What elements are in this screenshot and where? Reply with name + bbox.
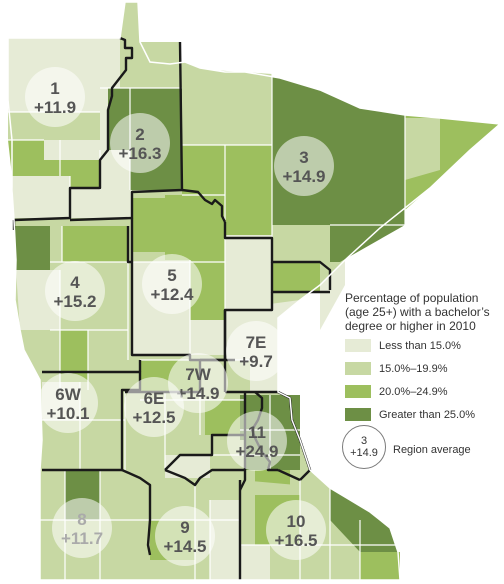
region-average-circle <box>45 261 105 321</box>
region-id-label: 7E <box>246 333 267 352</box>
legend-region-average-example: 3 +14.9 <box>342 425 386 469</box>
legend-title-line: degree or higher in 2010 <box>345 319 476 333</box>
legend-label: Less than 15.0% <box>379 339 461 352</box>
region-id-label: 6W <box>55 385 81 404</box>
region-value-label: +15.2 <box>53 292 96 311</box>
legend-example-region: 3 <box>360 435 368 447</box>
region-value-label: +10.1 <box>46 404 89 423</box>
region-10-marker: 10+16.5 <box>266 500 326 560</box>
region-average-circle <box>155 506 215 566</box>
region-id-label: 9 <box>180 518 189 537</box>
region-value-label: +9.7 <box>239 352 273 371</box>
legend-title-line: (age 25+) with a bachelor’s <box>345 305 490 319</box>
region-value-label: +12.4 <box>150 285 194 304</box>
region-value-label: +16.3 <box>118 144 161 163</box>
legend-swatch <box>345 339 371 352</box>
region-id-label: 7W <box>185 365 211 384</box>
legend-item: 20.0%–24.9% <box>345 385 448 398</box>
legend-title-line: Percentage of population <box>345 291 479 305</box>
region-average-circle <box>38 373 98 433</box>
region-value-label: +24.9 <box>235 442 278 461</box>
region-7w-marker: 7W+14.9 <box>168 353 228 413</box>
region-6e-marker: 6E+12.5 <box>124 377 184 437</box>
region-5-marker: 5+12.4 <box>142 254 202 314</box>
region-7e-marker: 7E+9.7 <box>226 321 286 381</box>
legend-example-caption: Region average <box>393 444 471 456</box>
region-8-marker: 8+11.7 <box>52 498 112 558</box>
region-value-label: +12.5 <box>132 408 175 427</box>
region-id-label: 6E <box>144 389 165 408</box>
region-4-marker: 4+15.2 <box>45 261 105 321</box>
region-9-marker: 9+14.5 <box>155 506 215 566</box>
region-id-label: 5 <box>167 266 176 285</box>
legend-swatch <box>345 408 371 421</box>
region-average-markers: 1+11.92+16.3 3+14.94+15.25+12.47E+9.77W+1… <box>25 67 334 566</box>
region-value-label: +11.7 <box>61 529 103 548</box>
region-id-label: 10 <box>287 512 306 531</box>
legend-label: Greater than 25.0% <box>379 408 476 421</box>
region-average-circle <box>226 321 286 381</box>
legend-item: Greater than 25.0% <box>345 408 475 421</box>
region-average-circle <box>124 377 184 437</box>
region-average-circle <box>266 500 326 560</box>
legend-swatch <box>345 385 371 398</box>
region-6w-marker: 6W+10.1 <box>38 373 98 433</box>
legend-item: 15.0%–19.9% <box>345 362 448 375</box>
region-3-marker: 3+14.9 <box>274 136 334 196</box>
region-id-label: 11 <box>248 423 266 442</box>
region-average-circle <box>274 136 334 196</box>
region-average-circle <box>168 353 228 413</box>
region-average-circle <box>142 254 202 314</box>
legend-title: Percentage of population (age 25+) with … <box>345 291 495 333</box>
region-value-label: +14.9 <box>176 384 219 403</box>
region-value-label: +14.5 <box>163 537 206 556</box>
legend-item: Less than 15.0% <box>345 339 461 352</box>
region-id-label: 2 <box>135 125 144 144</box>
region-1-marker: 1+11.9 <box>25 67 85 127</box>
region-value-label: +11.9 <box>34 98 76 117</box>
region-id-label: 4 <box>70 273 80 292</box>
region-average-circle <box>227 411 287 471</box>
region-value-label: +14.9 <box>282 167 325 186</box>
region-id-label: 3 <box>299 148 308 167</box>
legend-example-value: +14.9 <box>350 447 378 459</box>
region-id-label: 8 <box>77 510 86 529</box>
legend-swatch <box>345 362 371 375</box>
region-2-marker: 2+16.3 <box>110 113 170 173</box>
region-average-circle <box>52 498 112 558</box>
legend-label: 15.0%–19.9% <box>379 362 448 375</box>
region-average-circle <box>110 113 170 173</box>
region-id-label: 1 <box>50 79 59 98</box>
legend-label: 20.0%–24.9% <box>379 385 448 398</box>
region-11-marker: 11+24.9 <box>227 411 287 471</box>
region-average-circle <box>25 67 85 127</box>
region-value-label: +16.5 <box>274 531 317 550</box>
